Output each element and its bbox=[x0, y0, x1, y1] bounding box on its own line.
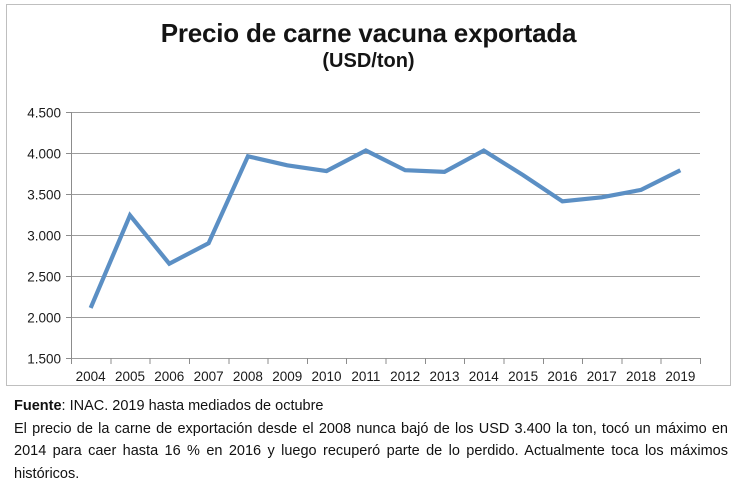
x-tick-label: 2018 bbox=[626, 369, 656, 384]
x-tick-label: 2016 bbox=[547, 369, 577, 384]
x-tick-label: 2004 bbox=[76, 369, 107, 384]
x-tick-label: 2014 bbox=[469, 369, 500, 384]
y-tick-label: 4.500 bbox=[27, 106, 61, 121]
chart-subtitle: (USD/ton) bbox=[322, 50, 415, 73]
x-tick-label: 2008 bbox=[233, 369, 263, 384]
chart-title-block: Precio de carne vacuna exportada (USD/to… bbox=[7, 18, 730, 73]
y-tick-label: 1.500 bbox=[27, 352, 61, 367]
y-tick-label: 3.500 bbox=[27, 188, 61, 203]
chart-title: Precio de carne vacuna exportada bbox=[160, 18, 577, 48]
x-tick-label: 2009 bbox=[272, 369, 302, 384]
y-tick-label: 4.000 bbox=[27, 147, 61, 162]
x-tick-label: 2012 bbox=[390, 369, 420, 384]
y-tick-label: 2.000 bbox=[27, 311, 61, 326]
y-axis-tickmarks bbox=[66, 112, 71, 359]
line-chart-svg: 4.500 4.000 3.500 3.000 2.500 2.000 1.500 2004… bbox=[27, 106, 701, 384]
y-axis-labels: 4.500 4.000 3.500 3.000 2.500 2.000 1.500 bbox=[27, 106, 61, 367]
chart-container: Precio de carne vacuna exportada (USD/to… bbox=[6, 4, 731, 386]
x-tick-label: 2007 bbox=[194, 369, 224, 384]
price-series-line bbox=[88, 148, 682, 309]
x-tick-label: 2006 bbox=[154, 369, 184, 384]
y-tick-label: 3.000 bbox=[27, 229, 61, 244]
source-line: Fuente: INAC. 2019 hasta mediados de oct… bbox=[14, 396, 728, 417]
description-paragraph: El precio de la carne de exportación des… bbox=[14, 420, 728, 482]
x-axis-tickmarks bbox=[71, 358, 701, 364]
y-tick-label: 2.500 bbox=[27, 270, 61, 285]
x-tick-label: 2019 bbox=[665, 369, 695, 384]
x-tick-label: 2005 bbox=[115, 369, 145, 384]
x-axis-labels: 2004 2005 2006 2007 2008 2009 2010 2011 2012 2013… bbox=[76, 369, 696, 384]
x-tick-label: 2013 bbox=[429, 369, 459, 384]
x-tick-label: 2017 bbox=[587, 369, 617, 384]
source-text: : INAC. 2019 hasta mediados de octubre bbox=[61, 398, 324, 414]
gridlines-group bbox=[71, 112, 700, 359]
x-tick-label: 2011 bbox=[351, 369, 380, 384]
footer-notes: Fuente: INAC. 2019 hasta mediados de oct… bbox=[14, 396, 728, 485]
source-label: Fuente bbox=[14, 398, 62, 414]
plot-area: 4.500 4.000 3.500 3.000 2.500 2.000 1.500 2004… bbox=[7, 5, 732, 387]
x-tick-label: 2010 bbox=[312, 369, 342, 384]
x-tick-label: 2015 bbox=[508, 369, 538, 384]
